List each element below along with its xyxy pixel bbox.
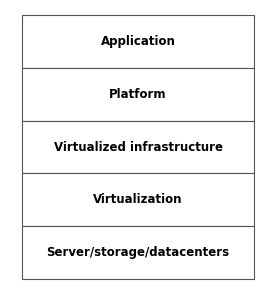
Bar — [22, 68, 254, 121]
Text: Server/storage/datacenters: Server/storage/datacenters — [46, 246, 230, 259]
Bar — [22, 173, 254, 226]
Text: Platform: Platform — [109, 88, 167, 101]
Text: Virtualized infrastructure: Virtualized infrastructure — [54, 141, 222, 153]
Bar — [22, 15, 254, 68]
Text: Application: Application — [100, 35, 176, 48]
Bar — [22, 121, 254, 173]
Text: Virtualization: Virtualization — [93, 193, 183, 206]
Bar — [22, 226, 254, 279]
